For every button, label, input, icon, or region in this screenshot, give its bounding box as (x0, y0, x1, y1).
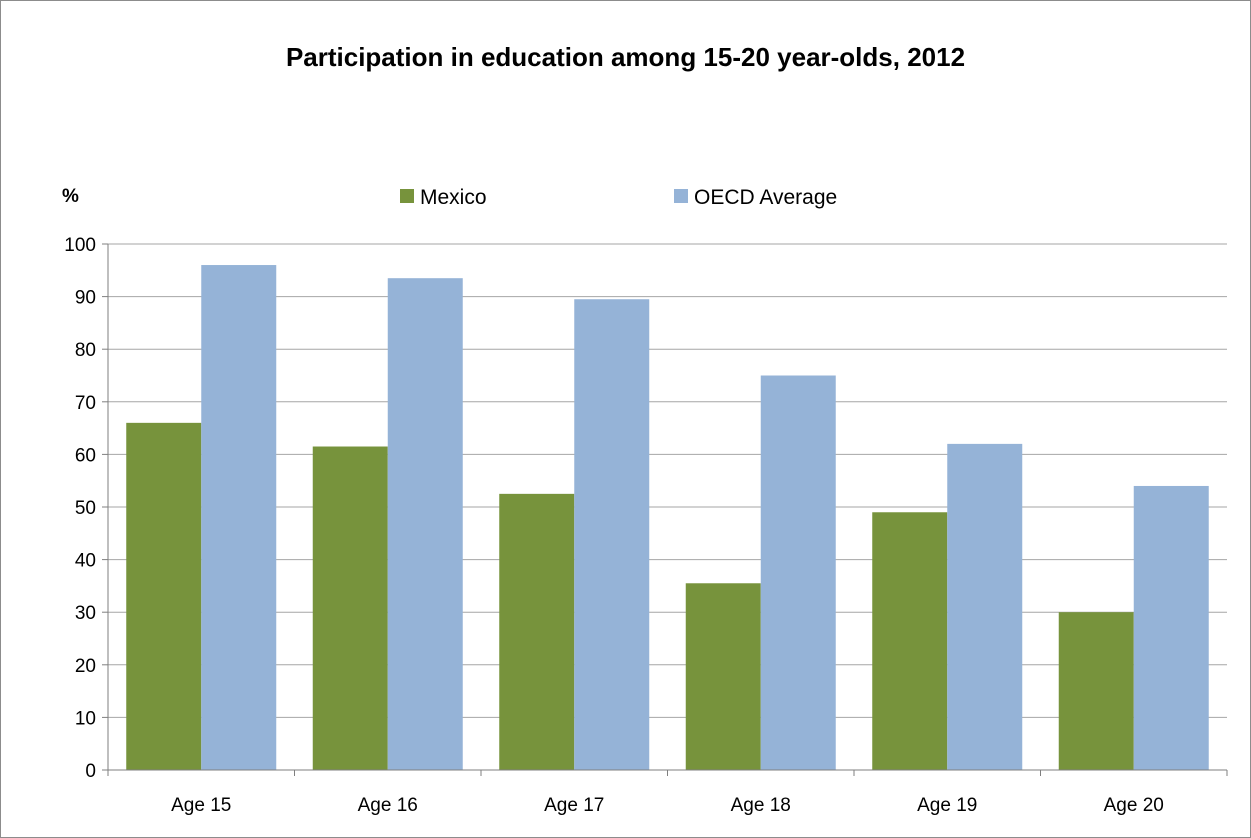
legend-label-oecd-average: OECD Average (694, 186, 838, 209)
x-tick-label-age-15: Age 15 (171, 795, 231, 816)
y-tick-label-100: 100 (64, 235, 96, 256)
legend-swatch-oecd-average (674, 189, 688, 203)
bar-mexico-age-19 (872, 512, 948, 770)
x-tick-label-age-20: Age 20 (1104, 795, 1164, 816)
y-tick-label-80: 80 (75, 340, 96, 361)
legend-swatch-mexico (400, 189, 414, 203)
y-tick-label-60: 60 (75, 445, 96, 466)
legend-item-mexico: Mexico (400, 186, 487, 210)
chart-title: Participation in education among 15-20 y… (285, 42, 966, 72)
bar-mexico-age-20 (1058, 612, 1134, 770)
bar-oecd-average-age-17 (574, 299, 650, 770)
legend-label-mexico: Mexico (420, 186, 487, 209)
x-tick-label-age-18: Age 18 (731, 795, 791, 816)
bar-mexico-age-16 (312, 446, 388, 770)
x-tick-label-age-17: Age 17 (544, 795, 604, 816)
legend-item-oecd-average: OECD Average (674, 186, 837, 210)
y-tick-label-70: 70 (75, 393, 96, 414)
y-tick-label-20: 20 (75, 656, 96, 677)
y-tick-label-10: 10 (75, 708, 96, 729)
bar-oecd-average-age-19 (947, 443, 1023, 770)
bar-mexico-age-17 (499, 493, 575, 770)
bar-oecd-average-age-18 (760, 375, 836, 770)
y-tick-label-0: 0 (85, 761, 96, 782)
y-tick-label-40: 40 (75, 551, 96, 572)
bar-oecd-average-age-15 (201, 265, 277, 770)
x-tick-label-age-16: Age 16 (358, 795, 418, 816)
bar-oecd-average-age-20 (1133, 485, 1209, 770)
bar-mexico-age-15 (126, 422, 202, 770)
bar-oecd-average-age-16 (387, 278, 463, 770)
y-tick-label-90: 90 (75, 288, 96, 309)
x-tick-label-age-19: Age 19 (917, 795, 977, 816)
bar-mexico-age-18 (685, 583, 761, 770)
y-tick-label-50: 50 (75, 498, 96, 519)
y-tick-label-30: 30 (75, 603, 96, 624)
y-axis-label: % (62, 186, 79, 207)
